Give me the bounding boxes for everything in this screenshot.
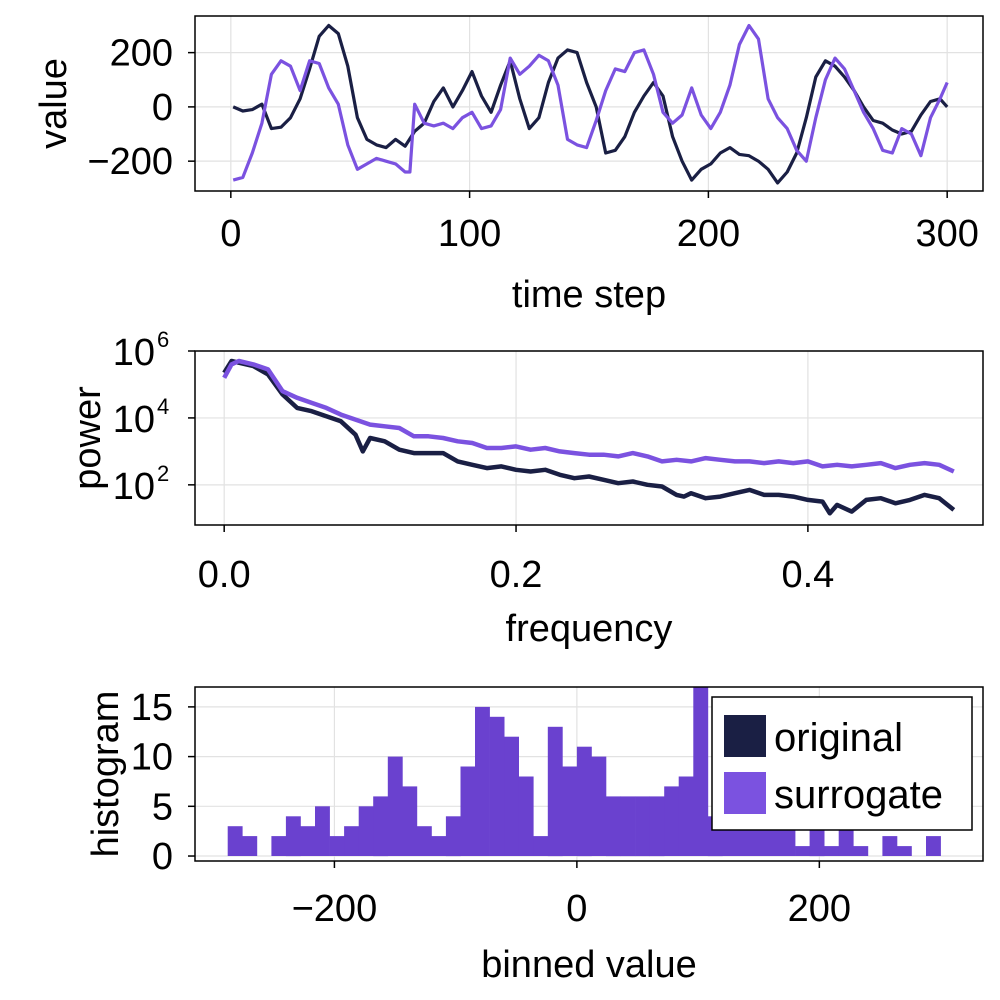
histogram-frame [194, 686, 984, 862]
timeseries-frame [194, 15, 984, 192]
histogram-bar [664, 786, 680, 856]
histogram-bar [489, 716, 505, 856]
spectrum-xlabel: frequency [506, 608, 673, 650]
histogram-panel: −200 0 200 15 10 5 0 binned value histogram or… [85, 686, 984, 986]
histogram-bar [315, 806, 330, 856]
histogram-bar [329, 836, 345, 856]
timeseries-ytick-label: 0 [152, 87, 173, 129]
spectrum-xtick-label: 0.4 [781, 554, 834, 596]
histogram-bar [271, 836, 287, 856]
spectrum-ytick-label: 10 [113, 399, 155, 441]
histogram-bar [533, 836, 549, 856]
histogram-bar [445, 816, 461, 857]
histogram-bar [475, 706, 490, 856]
histogram-bar [853, 846, 869, 856]
histogram-xlabel: binned value [481, 944, 697, 986]
timeseries-panel: 0 100 200 300 200 0 −200 time step value [33, 15, 984, 316]
histogram-bar [606, 796, 621, 857]
histogram-xtick-label: 200 [788, 888, 851, 930]
timeseries-ticks: 0 100 200 300 200 0 −200 [87, 33, 978, 255]
timeseries-ylabel: value [33, 58, 75, 149]
histogram-ytick-label: 0 [152, 836, 173, 878]
timeseries-xtick-label: 0 [220, 213, 241, 255]
spectrum-line-original [222, 358, 956, 516]
timeseries-xtick-label: 200 [677, 213, 740, 255]
histogram-bar [460, 766, 476, 856]
histogram-bar [926, 836, 941, 856]
histogram-bar [518, 776, 534, 856]
histogram-bar [693, 687, 709, 856]
histogram-bar [795, 846, 810, 856]
histogram-bar [838, 826, 854, 856]
histogram-bar [285, 816, 301, 857]
histogram-bar [431, 836, 447, 856]
histogram-bar [504, 736, 519, 856]
timeseries-xlabel: time step [512, 274, 666, 316]
spectrum-xtick-label: 0.0 [198, 554, 251, 596]
histogram-bar [824, 846, 840, 856]
spectrum-plot-area [222, 358, 956, 516]
histogram-xtick-label: −200 [292, 888, 378, 930]
spectrum-xtick-label: 0.2 [490, 554, 543, 596]
histogram-bar [678, 776, 694, 856]
histogram-ytick-label: 15 [131, 687, 173, 729]
histogram-bar [635, 796, 650, 857]
histogram-ticks: −200 0 200 15 10 5 0 [131, 687, 851, 930]
histogram-ytick-label: 5 [152, 786, 173, 828]
histogram-bar [620, 796, 636, 857]
timeseries-xtick-label: 300 [915, 213, 978, 255]
histogram-bar [242, 836, 258, 856]
timeseries-ytick-label: 200 [110, 33, 173, 75]
spectrum-ytick-exponent: 6 [157, 327, 169, 352]
legend: original surrogate [711, 696, 973, 831]
histogram-bar [300, 826, 316, 856]
timeseries-plot-area [232, 23, 949, 185]
spectrum-ytick-exponent: 4 [157, 394, 169, 419]
histogram-bar [387, 756, 403, 856]
histogram-ylabel: histogram [85, 691, 127, 858]
timeseries-grid [195, 16, 983, 191]
legend-swatch-surrogate [724, 772, 766, 814]
histogram-bar [547, 726, 563, 857]
histogram-bar [562, 766, 578, 856]
histogram-bar [649, 796, 665, 857]
timeseries-xtick-label: 100 [438, 213, 501, 255]
timeseries-line-original [232, 23, 949, 185]
timeseries-line-surrogate [232, 23, 949, 182]
spectrum-ytick-exponent: 2 [157, 461, 169, 486]
histogram-bar [227, 826, 243, 856]
spectrum-ylabel: power [67, 386, 109, 490]
legend-swatch-original [724, 715, 766, 757]
spectrum-ytick-label: 10 [113, 332, 155, 374]
spectrum-ytick-label: 10 [113, 466, 155, 508]
histogram-bar [416, 826, 432, 856]
histogram-bar [576, 746, 592, 857]
histogram-ytick-label: 10 [131, 737, 173, 779]
histogram-xtick-label: 0 [566, 888, 587, 930]
histogram-bar [358, 806, 374, 856]
histogram-bar [402, 786, 418, 856]
legend-label-surrogate: surrogate [774, 773, 943, 817]
histogram-bar [344, 826, 359, 856]
histogram-bar [882, 836, 898, 856]
spectrum-line-surrogate [222, 358, 955, 474]
timeseries-ytick-label: −200 [87, 141, 173, 183]
histogram-bar [896, 846, 912, 856]
histogram-bar [373, 796, 389, 857]
legend-label-original: original [774, 716, 903, 760]
histogram-bar [591, 756, 607, 856]
spectrum-frame [194, 350, 984, 526]
